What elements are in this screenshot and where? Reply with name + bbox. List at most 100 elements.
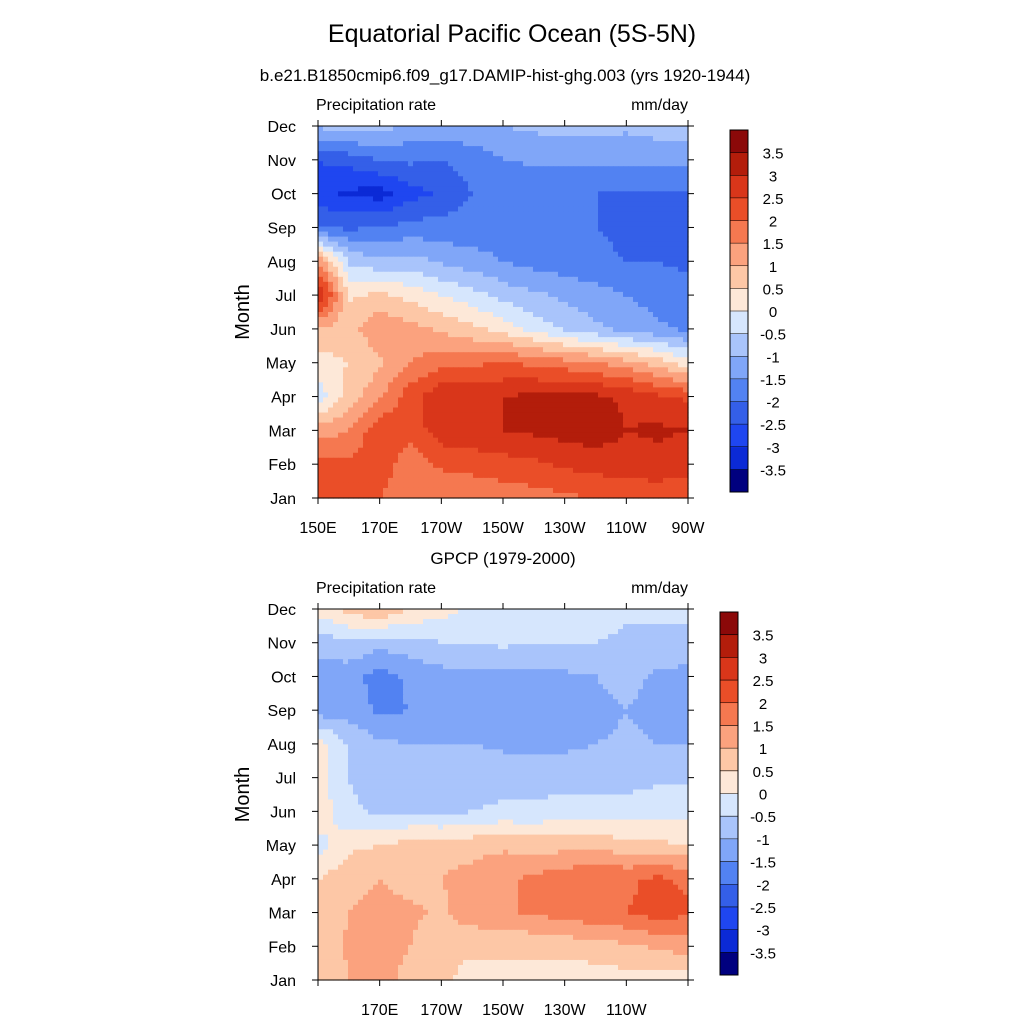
heat-cell <box>438 266 444 273</box>
heat-cell <box>498 171 504 177</box>
heat-cell <box>503 231 509 238</box>
heat-cell <box>673 136 679 142</box>
heat-cell <box>603 161 609 167</box>
heat-cell <box>483 211 489 218</box>
heat-cell <box>518 271 524 278</box>
heat-cell <box>373 236 379 243</box>
heat-cell <box>608 457 614 464</box>
heat-cell <box>328 372 334 378</box>
heat-cell <box>503 196 509 203</box>
heat-cell <box>443 266 449 273</box>
heat-cell <box>403 286 409 293</box>
heat-cell <box>408 281 414 288</box>
heat-cell <box>338 216 344 223</box>
heat-cell <box>558 266 564 273</box>
heat-cell <box>468 271 474 278</box>
heat-cell <box>558 261 564 268</box>
heat-cell <box>473 337 479 343</box>
heat-cell <box>408 176 414 182</box>
heat-cell <box>343 442 349 449</box>
heat-cell <box>343 181 349 187</box>
heat-cell <box>678 402 684 409</box>
heat-cell <box>468 367 474 373</box>
heat-cell <box>628 281 634 288</box>
heat-cell <box>398 251 404 258</box>
heat-cell <box>368 171 374 177</box>
heat-cell <box>343 291 349 298</box>
heat-cell <box>383 256 389 263</box>
heat-cell <box>638 226 644 233</box>
heat-cell <box>563 312 569 318</box>
heat-cell <box>328 236 334 243</box>
heat-cell <box>573 181 579 187</box>
heat-cell <box>483 412 489 419</box>
heat-cell <box>463 392 469 399</box>
heat-cell <box>358 317 364 323</box>
heat-cell <box>678 291 684 298</box>
heat-cell <box>333 422 339 429</box>
heat-cell <box>548 317 554 323</box>
heat-cell <box>598 296 604 303</box>
heat-cell <box>673 266 679 273</box>
heat-cell <box>403 312 409 318</box>
heat-cell <box>608 236 614 243</box>
heat-cell <box>498 377 504 383</box>
heat-cell <box>373 281 379 288</box>
heat-cell <box>343 136 349 142</box>
heat-cell <box>318 261 324 268</box>
heat-cell <box>473 216 479 223</box>
heat-cell <box>518 392 524 399</box>
heat-cell <box>568 206 574 213</box>
heat-cell <box>528 367 534 373</box>
heat-cell <box>628 392 634 399</box>
heat-cell <box>613 447 619 454</box>
heat-cell <box>543 266 549 273</box>
heat-cell <box>663 412 669 419</box>
heat-cell <box>358 131 364 137</box>
heat-cell <box>343 372 349 378</box>
heat-cell <box>368 181 374 187</box>
heat-cell <box>343 447 349 454</box>
heat-cell <box>663 181 669 187</box>
heat-cell <box>548 322 554 328</box>
heat-cell <box>363 427 369 434</box>
heat-cell <box>398 306 404 313</box>
heat-cell <box>383 291 389 298</box>
heat-cell <box>493 377 499 383</box>
heat-cell <box>388 271 394 278</box>
heat-cell <box>323 407 329 414</box>
heat-cell <box>608 246 614 253</box>
heat-cell <box>513 261 519 268</box>
heat-cell <box>483 407 489 414</box>
heat-cell <box>553 357 559 363</box>
heat-cell <box>443 201 449 208</box>
heat-cell <box>653 181 659 187</box>
heat-cell <box>633 422 639 429</box>
heat-cell <box>438 261 444 268</box>
heat-cell <box>478 161 484 167</box>
heat-cell <box>538 317 544 323</box>
heat-cell <box>413 357 419 363</box>
heat-cell <box>498 437 504 444</box>
heat-cell <box>583 171 589 177</box>
heat-cell <box>573 271 579 278</box>
heat-cell <box>558 296 564 303</box>
heat-cell <box>488 357 494 363</box>
heat-cell <box>443 382 449 389</box>
heat-cell <box>633 246 639 253</box>
heat-cell <box>358 226 364 233</box>
heat-cell <box>353 271 359 278</box>
heat-cell <box>613 176 619 182</box>
heat-cell <box>458 291 464 298</box>
heat-cell <box>428 151 434 157</box>
heat-cell <box>358 412 364 419</box>
heat-cell <box>528 377 534 383</box>
heat-cell <box>453 412 459 419</box>
heat-cell <box>503 322 509 328</box>
heat-cell <box>458 286 464 293</box>
heat-cell <box>428 306 434 313</box>
heat-cell <box>508 151 514 157</box>
heat-cell <box>513 367 519 373</box>
heat-cell <box>658 141 664 147</box>
heat-cell <box>413 241 419 248</box>
